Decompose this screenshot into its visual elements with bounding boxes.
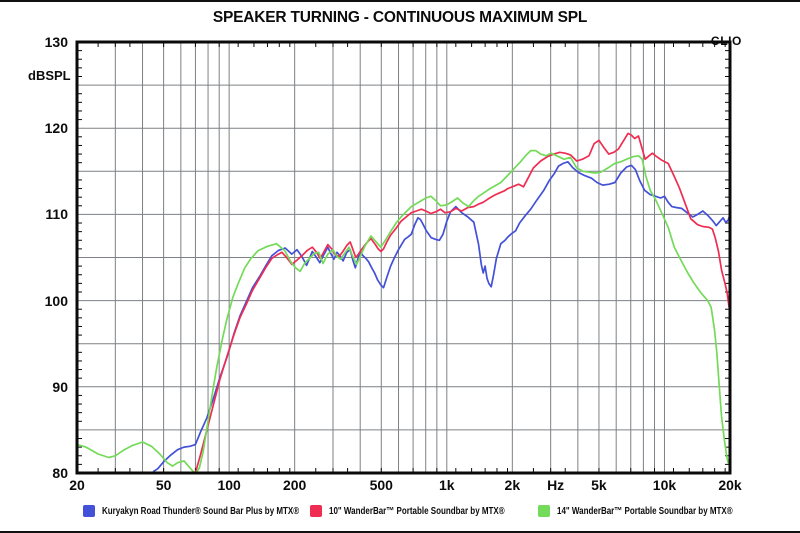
y-tick-label: 130 xyxy=(44,34,68,50)
x-tick-label: 200 xyxy=(282,477,307,493)
x-tick-label: 5k xyxy=(591,477,607,493)
y-tick-label: 90 xyxy=(52,378,68,395)
y-tick-label: 100 xyxy=(44,292,68,309)
page-border-bottom xyxy=(0,531,800,533)
x-tick-label: 20k xyxy=(718,477,742,493)
x-tick-label: 2k xyxy=(504,477,521,493)
x-tick-label: 1k xyxy=(439,477,455,493)
y-axis-unit-label: dBSPL xyxy=(28,68,71,83)
legend-item-wanderbar-10: 10" WanderBar™ Portable Soundbar by MTX® xyxy=(310,504,549,518)
x-tick-label: 500 xyxy=(369,477,393,493)
plot-frame xyxy=(75,40,732,475)
x-tick-label: 100 xyxy=(217,477,241,493)
legend-label: 10" WanderBar™ Portable Soundbar by MTX® xyxy=(329,505,505,517)
legend-item-wanderbar-14: 14" WanderBar™ Portable Soundbar by MTX® xyxy=(538,504,777,518)
y-tick-label: 110 xyxy=(45,206,68,223)
legend-swatch-green xyxy=(538,505,550,517)
y-tick-label: 120 xyxy=(44,120,68,137)
legend-label: Kuryakyn Road Thunder® Sound Bar Plus by… xyxy=(102,505,300,517)
page-border-top xyxy=(0,0,800,2)
x-axis-unit-label: Hz xyxy=(547,477,565,493)
y-tick-label: 80 xyxy=(52,465,68,481)
grid-lines xyxy=(77,42,730,473)
legend-item-kuryakyn: Kuryakyn Road Thunder® Sound Bar Plus by… xyxy=(83,504,348,518)
x-tick-label: 10k xyxy=(652,477,677,493)
series-line-wanderbar-14 xyxy=(77,149,730,473)
legend-swatch-blue xyxy=(83,505,95,517)
series-line-wanderbar-10 xyxy=(194,132,730,473)
x-tick-label: 20 xyxy=(69,477,85,493)
page-title: SPEAKER TURNING - CONTINUOUS MAXIMUM SPL xyxy=(212,9,588,26)
legend-label: 14" WanderBar™ Portable Soundbar by MTX® xyxy=(557,505,733,517)
x-tick-label: 50 xyxy=(155,477,172,493)
legend-swatch-red xyxy=(310,505,322,517)
